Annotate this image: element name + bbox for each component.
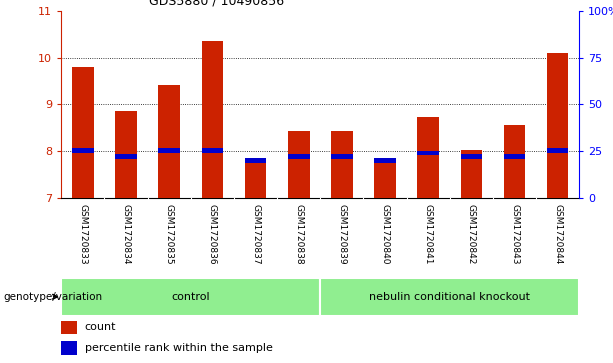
Bar	[202, 41, 223, 198]
Text: GSM1720837: GSM1720837	[251, 204, 260, 265]
Bar	[547, 148, 568, 152]
Text: GSM1720840: GSM1720840	[381, 204, 389, 264]
Text: count: count	[85, 322, 116, 332]
Text: nebulin conditional knockout: nebulin conditional knockout	[369, 292, 530, 302]
Bar	[504, 154, 525, 159]
Text: GSM1720834: GSM1720834	[121, 204, 131, 264]
Text: GSM1720843: GSM1720843	[510, 204, 519, 264]
Bar	[61, 321, 77, 334]
Bar	[245, 158, 266, 163]
Text: GSM1720844: GSM1720844	[553, 204, 562, 264]
Bar	[61, 341, 77, 355]
Bar	[158, 148, 180, 152]
Text: genotype/variation: genotype/variation	[3, 292, 102, 302]
Text: GSM1720835: GSM1720835	[165, 204, 173, 265]
Text: GSM1720833: GSM1720833	[78, 204, 88, 265]
Text: GSM1720841: GSM1720841	[424, 204, 433, 264]
Bar	[504, 125, 525, 198]
Text: GSM1720838: GSM1720838	[294, 204, 303, 265]
Bar	[158, 85, 180, 198]
Text: percentile rank within the sample: percentile rank within the sample	[85, 343, 273, 353]
Text: control: control	[172, 292, 210, 302]
Bar	[115, 111, 137, 198]
Bar	[547, 53, 568, 198]
Bar	[61, 278, 321, 316]
Text: GSM1720839: GSM1720839	[337, 204, 346, 265]
Bar	[417, 118, 439, 198]
Bar	[331, 154, 352, 159]
Bar	[245, 160, 266, 198]
Text: GSM1720836: GSM1720836	[208, 204, 217, 265]
Bar	[417, 151, 439, 155]
Bar	[72, 148, 94, 152]
Bar	[375, 158, 396, 163]
Text: GSM1720842: GSM1720842	[467, 204, 476, 264]
Bar	[115, 154, 137, 159]
Bar	[460, 150, 482, 198]
Text: GDS5880 / 10490856: GDS5880 / 10490856	[149, 0, 284, 7]
Bar	[321, 278, 579, 316]
Bar	[202, 148, 223, 152]
Bar	[375, 160, 396, 198]
Bar	[288, 131, 310, 198]
Bar	[331, 131, 352, 198]
Bar	[460, 154, 482, 159]
Bar	[288, 154, 310, 159]
Bar	[72, 66, 94, 198]
